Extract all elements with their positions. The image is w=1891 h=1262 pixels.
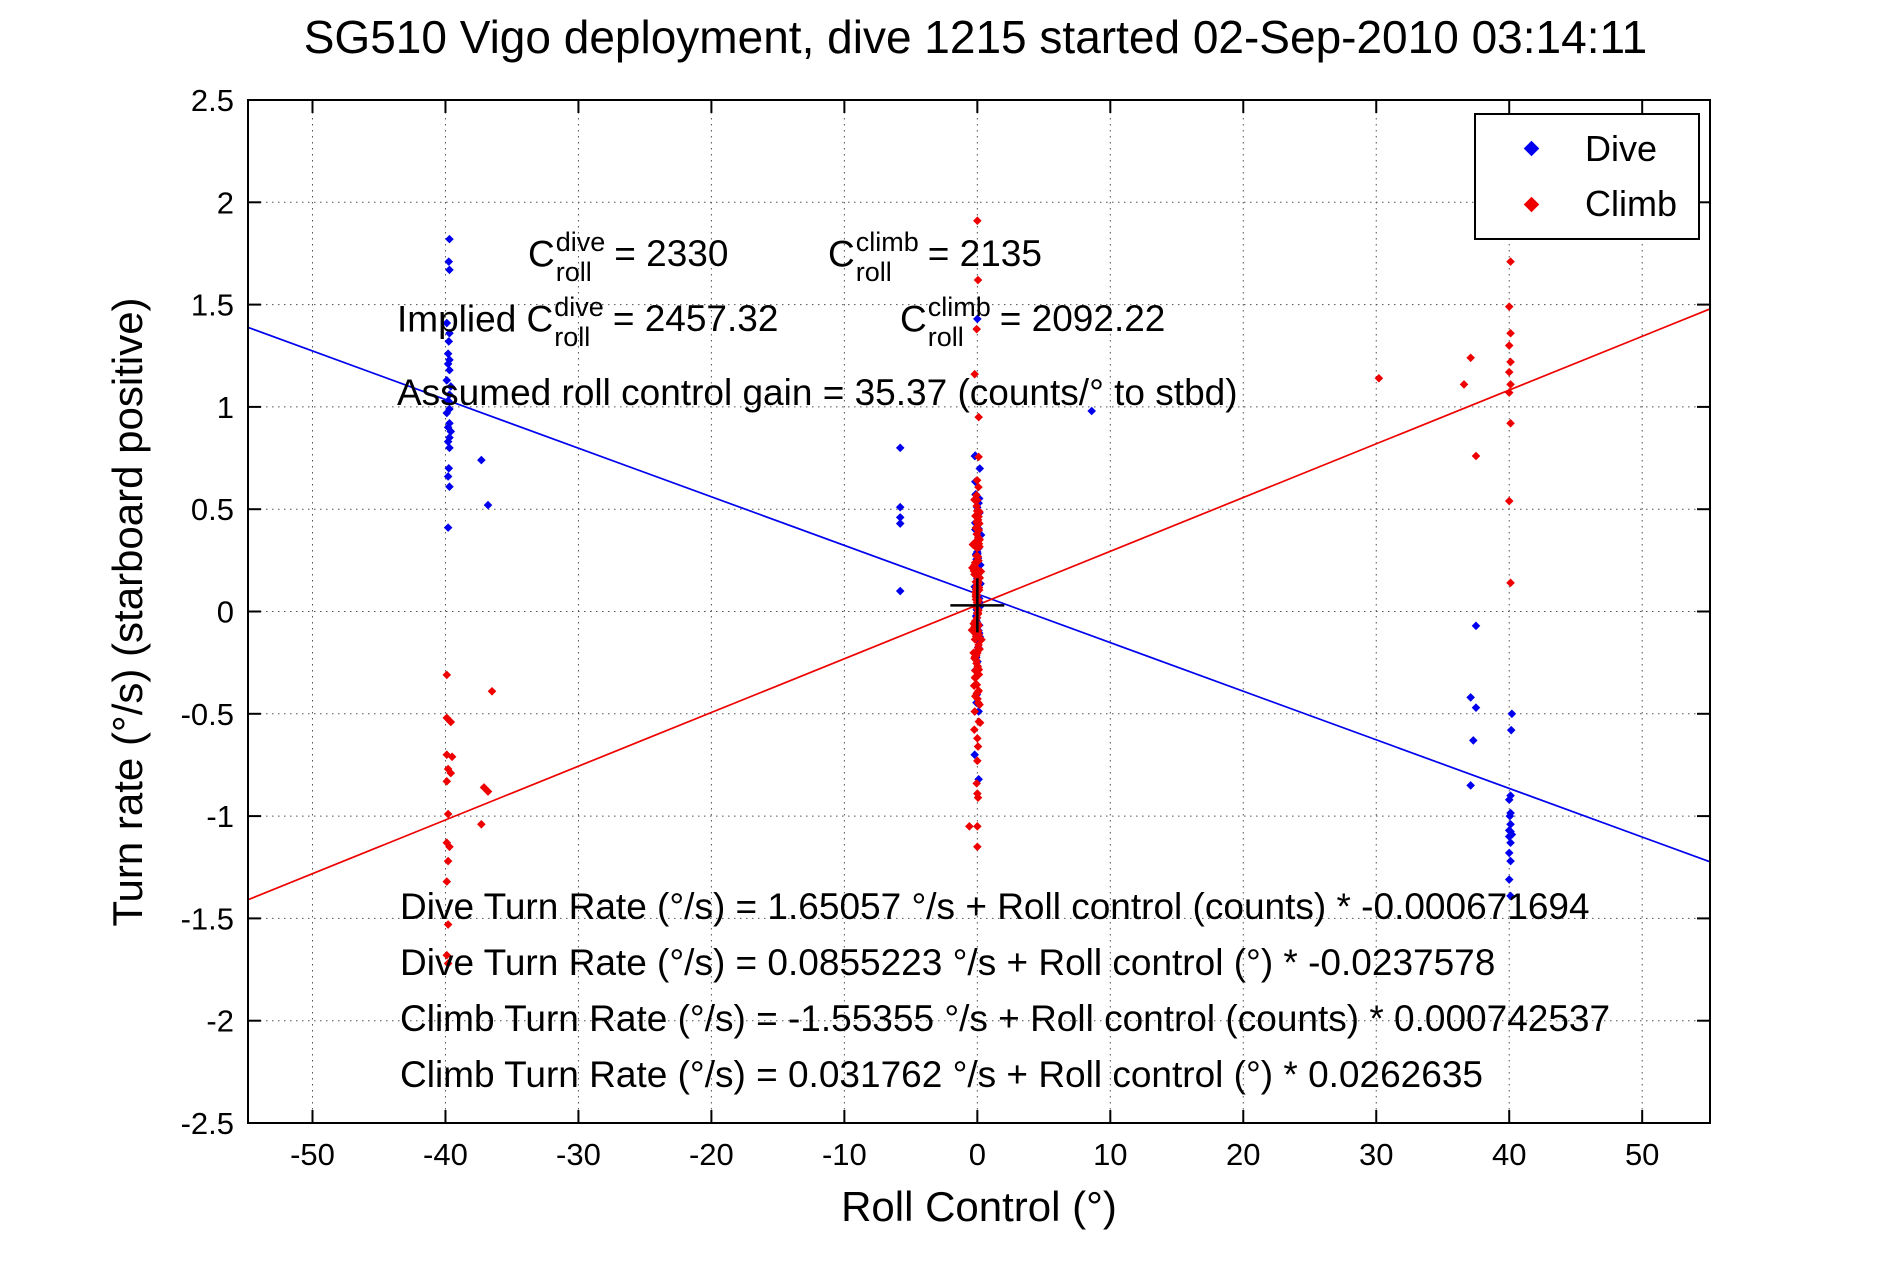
svg-text:1.5: 1.5 (191, 288, 234, 323)
svg-text:-30: -30 (556, 1137, 601, 1172)
legend-label-climb: Climb (1585, 183, 1678, 225)
svg-text:30: 30 (1359, 1137, 1393, 1172)
climb-marker-icon (1523, 196, 1540, 213)
svg-text:0: 0 (217, 595, 234, 630)
y-axis-label: Turn rate (°/s) (starboard positive) (104, 297, 151, 927)
svg-text:20: 20 (1226, 1137, 1260, 1172)
x-tick-labels: -50 -40 -30 -20 -10 0 10 20 30 40 50 (290, 1137, 1659, 1172)
svg-text:1: 1 (217, 390, 234, 425)
axes-frame (247, 99, 1711, 1124)
legend-label-dive: Dive (1585, 127, 1658, 169)
equation-dive-counts: Dive Turn Rate (°/s) = 1.65057 °/s + Rol… (400, 886, 1590, 927)
chart-title: SG510 Vigo deployment, dive 1215 started… (303, 11, 1648, 63)
svg-text:10: 10 (1093, 1137, 1127, 1172)
svg-text:2: 2 (217, 185, 234, 220)
grid-lines (248, 100, 1710, 1123)
svg-text:-2.5: -2.5 (181, 1106, 234, 1141)
legend-item-dive: Dive (1476, 127, 1698, 169)
svg-text:-2: -2 (206, 1004, 234, 1039)
center-plus-marker (950, 578, 1005, 633)
svg-text:0.5: 0.5 (191, 492, 234, 527)
svg-text:2.5: 2.5 (191, 83, 234, 118)
y-tick-labels: -2.5 -2 -1.5 -1 -0.5 0 0.5 1 1.5 2 2.5 (181, 83, 234, 1141)
svg-text:-1.5: -1.5 (181, 901, 234, 936)
equation-climb-deg: Climb Turn Rate (°/s) = 0.031762 °/s + R… (400, 1054, 1483, 1095)
legend: Dive Climb (1474, 113, 1700, 240)
svg-text:-10: -10 (822, 1137, 867, 1172)
svg-text:-1: -1 (206, 799, 234, 834)
legend-item-climb: Climb (1476, 183, 1698, 225)
svg-text:-40: -40 (423, 1137, 468, 1172)
x-axis-label: Roll Control (°) (841, 1183, 1117, 1230)
equation-dive-deg: Dive Turn Rate (°/s) = 0.0855223 °/s + R… (400, 942, 1496, 983)
dive-marker-icon (1523, 140, 1540, 157)
svg-text:0: 0 (969, 1137, 986, 1172)
svg-text:-50: -50 (290, 1137, 335, 1172)
equation-climb-counts: Climb Turn Rate (°/s) = -1.55355 °/s + R… (400, 998, 1611, 1039)
svg-text:40: 40 (1492, 1137, 1526, 1172)
svg-text:-0.5: -0.5 (181, 697, 234, 732)
svg-text:50: 50 (1625, 1137, 1659, 1172)
annotation-gain: Assumed roll control gain = 35.37 (count… (397, 372, 1238, 413)
svg-text:-20: -20 (689, 1137, 734, 1172)
